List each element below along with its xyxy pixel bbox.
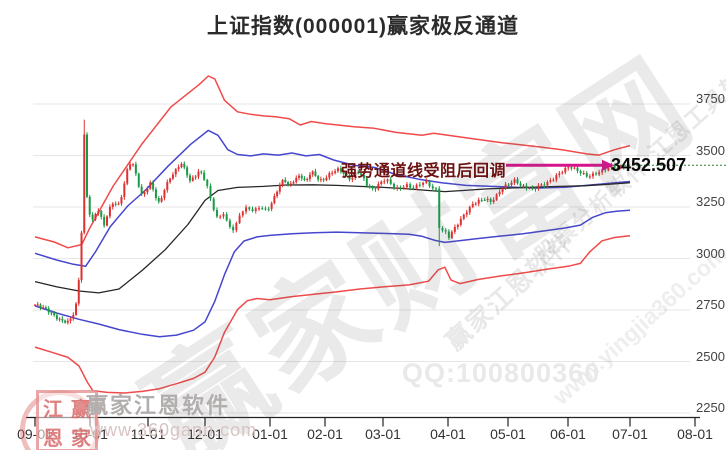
y-axis-label: 2500 <box>696 348 725 364</box>
x-axis-label: 06-01 <box>550 426 586 442</box>
seal-char: 家 <box>71 428 91 450</box>
y-axis-label: 2250 <box>696 400 725 415</box>
chart-title: 上证指数(000001)赢家极反通道 <box>206 15 520 38</box>
y-axis-label: 3750 <box>696 91 725 106</box>
x-axis-label: 04-01 <box>430 426 466 442</box>
y-axis-label: 3000 <box>696 245 725 261</box>
x-axis-label: 11-01 <box>130 426 166 442</box>
annotation-text: 强势通道线受阻后回调 <box>341 163 507 180</box>
x-axis-label: 08-01 <box>677 426 713 442</box>
channel-line-blue-upper <box>34 129 631 268</box>
seal-char: 赢 <box>71 399 91 421</box>
seal-characters: 江 赢 恩 家 <box>36 390 98 450</box>
channel-line-red-lower <box>34 235 631 394</box>
brand-seal-logo: 江 赢 恩 家 <box>20 378 120 450</box>
channel-line-blue-lower <box>34 209 631 338</box>
footer-brand-text: 赢家江恩软件 <box>86 393 231 418</box>
footer-url-text: www.360gann.com <box>90 420 258 440</box>
annotation-arrow-head <box>602 159 614 171</box>
y-axis-label: 3250 <box>696 194 725 209</box>
x-axis-label: 02-01 <box>307 426 343 442</box>
x-axis-label: 12-01 <box>187 426 223 442</box>
x-axis-label: 03-01 <box>365 426 401 442</box>
resistance-value-label: 3452.507 <box>611 155 687 175</box>
candlestick-series <box>34 119 625 325</box>
x-axis-label: 05-01 <box>490 426 526 442</box>
x-axis-label: 07-01 <box>612 426 648 442</box>
y-axis-label: 3500 <box>696 142 725 158</box>
seal-char: 江 <box>43 399 63 421</box>
y-axis-label: 2750 <box>696 297 725 312</box>
seal-char: 恩 <box>43 428 63 450</box>
channel-line-red-upper <box>34 75 631 249</box>
x-axis-label: 01-01 <box>252 426 288 442</box>
